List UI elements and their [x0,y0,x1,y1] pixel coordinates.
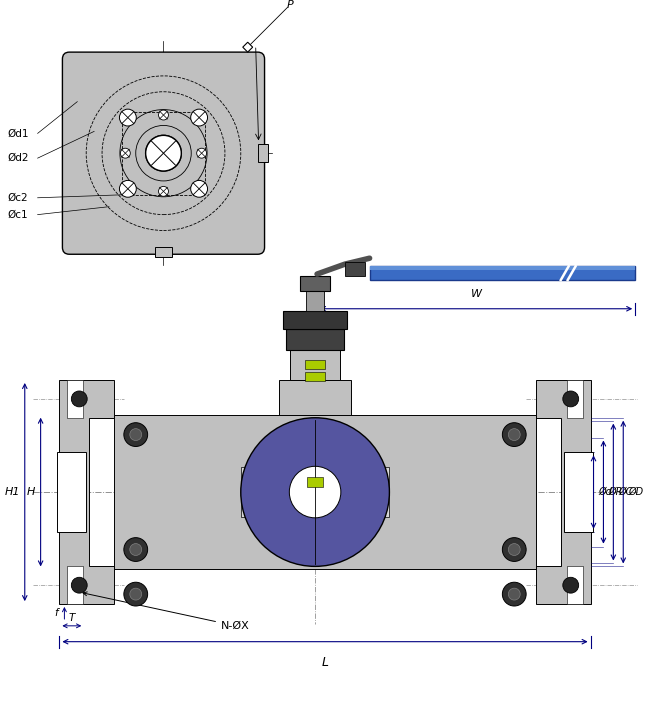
Circle shape [72,391,87,407]
Text: H: H [27,487,35,497]
Circle shape [502,538,526,561]
Bar [307,477,323,487]
Text: T: T [69,613,75,623]
Bar [306,291,324,311]
Circle shape [197,148,207,158]
Text: Ød1: Ød1 [8,128,29,138]
Circle shape [190,109,207,126]
Bar [370,266,635,280]
Circle shape [190,180,207,197]
Text: N-ØX: N-ØX [83,592,250,631]
Bar [374,468,389,517]
Bar [306,360,325,369]
Text: ØC: ØC [618,487,632,497]
Text: f: f [55,608,58,618]
Bar [291,350,340,380]
Circle shape [508,543,520,556]
Text: Øc2: Øc2 [8,193,29,203]
Circle shape [120,109,136,126]
Bar [68,566,83,604]
Circle shape [289,466,341,518]
Bar [68,380,83,417]
Circle shape [508,588,520,600]
Circle shape [130,543,142,556]
Circle shape [124,538,148,561]
Polygon shape [536,380,591,604]
Bar [122,112,205,195]
Bar [114,415,536,569]
Text: Ød: Ød [599,487,612,497]
Text: P: P [287,0,294,9]
Circle shape [130,588,142,600]
Bar [306,372,325,381]
Bar [344,262,365,276]
Circle shape [563,577,578,593]
Text: L: L [322,656,328,669]
Bar [567,566,582,604]
Bar [567,380,582,417]
Polygon shape [242,42,253,52]
Circle shape [72,577,87,593]
Bar [283,311,347,329]
Text: H1: H1 [5,487,21,497]
Circle shape [159,110,168,120]
Bar [370,266,635,270]
Circle shape [124,422,148,447]
Text: ØR: ØR [608,487,623,497]
Circle shape [159,186,168,196]
Circle shape [508,429,520,440]
Bar [240,468,257,517]
Text: W: W [471,289,482,299]
Circle shape [120,180,136,197]
Text: ØD: ØD [628,487,644,497]
FancyBboxPatch shape [62,52,265,254]
Bar [280,380,351,415]
Bar [287,329,344,350]
Polygon shape [59,380,114,604]
Text: Øc1: Øc1 [8,210,29,220]
Bar [257,144,268,162]
Circle shape [502,582,526,606]
Circle shape [146,135,181,171]
Bar [155,247,172,257]
Circle shape [130,429,142,440]
Circle shape [240,417,389,566]
Circle shape [120,148,130,158]
Circle shape [502,422,526,447]
Bar [564,453,593,532]
Circle shape [124,582,148,606]
Circle shape [563,391,578,407]
Bar [300,276,330,291]
Bar [57,453,86,532]
Text: Ød2: Ød2 [8,153,29,163]
